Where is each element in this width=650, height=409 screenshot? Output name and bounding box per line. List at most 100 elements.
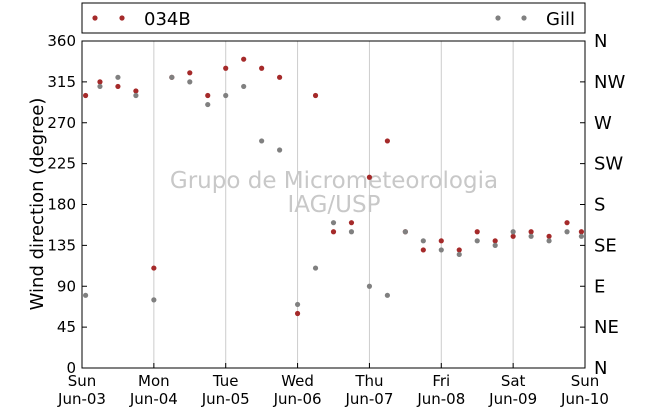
x-tick-label-day: Wed — [281, 372, 314, 390]
point-gill — [205, 101, 211, 108]
point-034b — [294, 310, 301, 317]
legend-marker-gill — [521, 15, 527, 21]
point-034b — [578, 229, 585, 235]
point-gill — [492, 242, 498, 248]
point-034b — [259, 65, 265, 71]
legend-label-gill: Gill — [546, 9, 575, 30]
x-tick-label-day: Sun — [68, 372, 97, 390]
y2-tick-label: NE — [594, 317, 619, 338]
point-gill — [510, 229, 516, 235]
point-034b — [151, 265, 157, 271]
x-tick-label-day: Sun — [571, 372, 600, 390]
x-tick-label-date: Jun-09 — [488, 390, 537, 408]
y-axis-label: Wind direction (degree) — [27, 98, 48, 311]
y-tick-label: 360 — [47, 32, 76, 50]
point-gill — [312, 265, 319, 271]
point-034b — [223, 65, 229, 71]
point-gill — [223, 92, 229, 99]
point-034b — [528, 229, 534, 235]
point-034b — [133, 88, 139, 94]
axes: SunJun-03MonJun-04TueJun-05WedJun-06ThuJ… — [47, 31, 625, 408]
point-gill — [133, 92, 139, 99]
point-gill — [420, 238, 426, 244]
legend-box — [81, 2, 586, 34]
point-gill — [456, 251, 462, 258]
y2-tick-label: SW — [594, 154, 623, 175]
watermark: Grupo de Micrometeorologia IAG/USP — [170, 168, 498, 218]
x-tick-label-day: Thu — [354, 372, 383, 390]
y2-tick-label: N — [594, 358, 607, 379]
point-034b — [438, 238, 444, 244]
point-034b — [474, 229, 480, 235]
point-gill — [402, 229, 408, 235]
point-034b — [241, 56, 247, 62]
point-034b — [510, 233, 516, 239]
point-gill — [277, 147, 283, 153]
point-034b — [82, 92, 89, 99]
x-tick-label-date: Jun-04 — [129, 390, 178, 408]
y-tick-label: 270 — [47, 114, 76, 132]
watermark-line-2: IAG/USP — [288, 192, 381, 218]
point-034b — [564, 220, 570, 226]
point-gill — [578, 233, 585, 239]
legend-entry-gill: Gill — [495, 9, 575, 30]
x-tick-label-date: Jun-05 — [201, 390, 250, 408]
point-034b — [456, 247, 462, 253]
point-gill — [151, 297, 157, 303]
point-034b — [384, 138, 390, 144]
legend-entry-034b: 034B — [92, 9, 191, 30]
point-034b — [187, 70, 193, 76]
point-gill — [294, 301, 301, 308]
point-034b — [330, 229, 337, 235]
x-tick-label-date: Jun-07 — [344, 390, 393, 408]
x-tick-label-day: Fri — [432, 372, 450, 390]
point-034b — [312, 92, 319, 99]
legend-marker-034b — [92, 15, 98, 21]
point-gill — [546, 238, 552, 244]
point-gill — [187, 79, 193, 85]
point-034b — [205, 92, 211, 99]
point-gill — [330, 220, 337, 226]
y2-tick-label: SE — [594, 235, 617, 256]
point-gill — [97, 83, 103, 90]
point-034b — [348, 220, 355, 226]
y-tick-label: 315 — [47, 73, 76, 91]
y2-tick-label: N — [594, 31, 607, 52]
x-tick-label-day: Tue — [212, 372, 239, 390]
legend-marker-gill — [495, 15, 501, 21]
point-034b — [115, 83, 121, 90]
x-tick-label-day: Sat — [501, 372, 526, 390]
y-tick-label: 0 — [66, 359, 76, 377]
x-tick-label-date: Jun-08 — [416, 390, 465, 408]
point-gill — [528, 233, 534, 239]
point-gill — [82, 292, 89, 298]
legend-label-034b: 034B — [144, 9, 191, 30]
y2-tick-label: W — [594, 113, 612, 134]
point-gill — [564, 229, 570, 235]
y-tick-label: 90 — [57, 277, 76, 295]
point-gill — [169, 74, 175, 80]
y2-tick-label: E — [594, 276, 605, 297]
point-gill — [259, 138, 265, 144]
x-tick-label-date: Jun-06 — [273, 390, 322, 408]
x-tick-label-day: Mon — [138, 372, 170, 390]
y-tick-label: 225 — [47, 155, 76, 173]
y2-tick-label: S — [594, 195, 605, 216]
point-gill — [474, 238, 480, 244]
point-034b — [277, 74, 283, 80]
legend: 034B Gill — [81, 2, 586, 34]
point-gill — [241, 83, 247, 90]
point-034b — [97, 79, 103, 85]
y-tick-label: 135 — [47, 236, 76, 254]
y2-tick-label: NW — [594, 72, 625, 93]
point-gill — [384, 292, 390, 298]
data-points — [82, 56, 585, 317]
legend-marker-034b — [119, 15, 125, 21]
point-gill — [115, 74, 121, 80]
point-gill — [438, 247, 444, 253]
point-034b — [492, 238, 498, 244]
point-034b — [546, 233, 552, 239]
point-034b — [366, 174, 373, 180]
watermark-line-1: Grupo de Micrometeorologia — [170, 168, 498, 194]
